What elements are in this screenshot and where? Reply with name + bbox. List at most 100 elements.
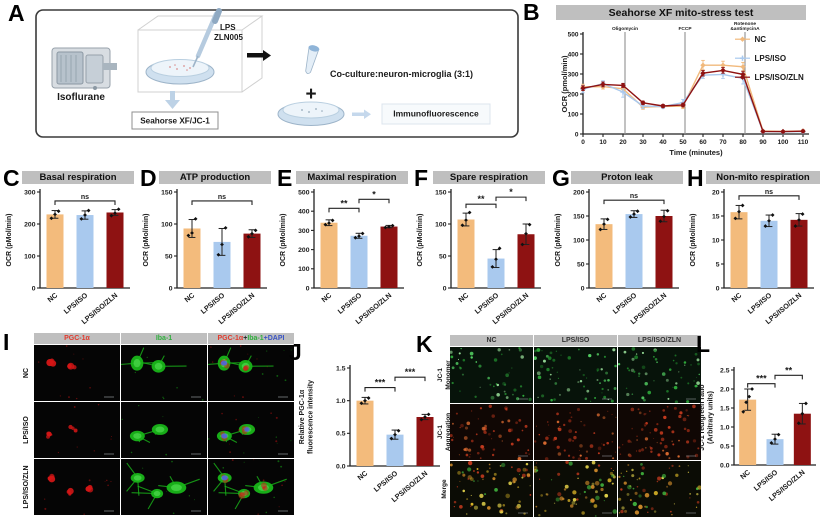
bar [760,220,778,288]
svg-text:ns: ns [81,194,89,201]
micrograph-image [534,404,617,461]
panel-letter-e: E [277,165,293,191]
data-point [770,213,775,217]
anesthesia-machine-icon [51,47,117,90]
micrograph-cell [208,459,294,515]
svg-text:OCR (pMol/min): OCR (pMol/min) [555,214,562,267]
svg-text:0: 0 [306,285,310,292]
data-point [776,432,781,437]
micrograph-cell [34,345,120,401]
data-point [598,227,603,232]
svg-text:***: *** [756,374,767,384]
svg-text:300: 300 [298,228,310,235]
svg-text:20: 20 [712,189,720,196]
data-point [109,213,114,218]
lps-label: LPS [220,23,236,32]
svg-text:**: ** [477,194,485,204]
panel-letter-f: F [414,165,429,191]
svg-text:200: 200 [573,189,585,196]
svg-text:110: 110 [798,139,809,146]
svg-text:90: 90 [759,139,767,146]
panel-e-title: Maximal respiration [296,171,408,184]
data-point [360,231,365,236]
data-point [353,235,358,240]
panel-g-chart: 0 50 100 150 200 OCR (pMol/min) NC LPS/ISO LPS/I… [551,184,686,339]
svg-text:*: * [372,189,376,199]
data-point [359,401,364,406]
data-point [733,216,738,221]
header-text-segment: + [243,334,248,342]
panel-letter-a: A [8,0,25,26]
bar [356,400,374,466]
micrograph-image [449,460,533,517]
bar [386,434,404,466]
svg-text:Rotenone: Rotenone [734,22,756,27]
micrograph-image [618,461,702,517]
svg-text:NC: NC [46,291,60,305]
svg-text:OCR (pMol/min): OCR (pMol/min) [280,214,287,267]
bar [793,413,811,465]
micrograph-cell [115,345,207,401]
micrograph-cell [618,461,702,517]
svg-text:100: 100 [161,221,173,228]
bar [517,234,535,288]
panel-b-title: Seahorse XF mito-stress test [556,5,806,20]
series-LPS/ISO [582,73,804,133]
micrograph-image [34,459,120,515]
bar [766,439,784,465]
bar [739,399,757,465]
svg-text:100: 100 [568,111,579,118]
row-label-line: JC-1 [437,367,444,383]
svg-text:0: 0 [581,285,585,292]
svg-text:OCR (pMol/min): OCR (pMol/min) [6,214,13,267]
svg-text:100: 100 [435,221,447,228]
panel-i-row-label-lpsiso: LPS/ISO [23,416,30,444]
zln005-label: ZLN005 [214,33,243,42]
data-point [804,401,808,406]
panel-j-chart: 0.0 0.5 1.0 1.5 Relative PGC-1α fluorescence … [294,346,448,529]
svg-text:NC: NC [730,291,744,305]
micrograph-image [202,345,294,401]
bar [106,212,124,288]
bar [655,216,673,288]
micrograph-cell [34,402,120,458]
svg-text:100: 100 [573,237,585,244]
data-point [602,222,606,227]
bar [595,224,613,288]
data-point [193,216,198,221]
panel-letter-c: C [3,165,20,191]
svg-text:ns: ns [630,193,638,200]
svg-text:NC: NC [356,469,370,483]
micrograph-image [533,460,618,517]
header-text-segment: PGC-1α [217,334,244,342]
svg-text:0: 0 [581,139,585,146]
svg-text:200: 200 [24,221,36,228]
bar [730,212,748,288]
svg-text:OCR (pmol/min): OCR (pmol/min) [560,55,569,113]
panel-letter-b: B [523,0,540,25]
micrograph-image [34,345,120,401]
panel-k-col-header-nc: NC [450,335,533,346]
micrograph-cell [533,347,617,403]
svg-text:1.0: 1.0 [720,424,730,431]
data-point [116,207,121,212]
immunofluorescence-box [381,103,491,125]
micrograph-image [533,347,617,403]
data-point [773,437,777,442]
data-point [223,225,228,230]
data-point [527,222,532,227]
data-point [662,214,666,219]
svg-text:JC-1 red/green ratio: JC-1 red/green ratio [700,384,706,450]
svg-text:400: 400 [298,209,310,216]
panel-c-chart: 0 100 200 300 OCR (pMol/min) NC LPS/ISO LPS/ISO… [2,184,137,339]
svg-text:(Arbitrary units): (Arbitrary units) [708,391,715,444]
data-point [741,409,746,414]
svg-text:*: * [509,187,513,197]
data-point [740,203,745,208]
row-label-line: JC-1 [437,424,444,440]
svg-text:0.5: 0.5 [336,431,346,438]
svg-text:0: 0 [443,285,447,292]
panel-d-title: ATP production [159,171,271,184]
